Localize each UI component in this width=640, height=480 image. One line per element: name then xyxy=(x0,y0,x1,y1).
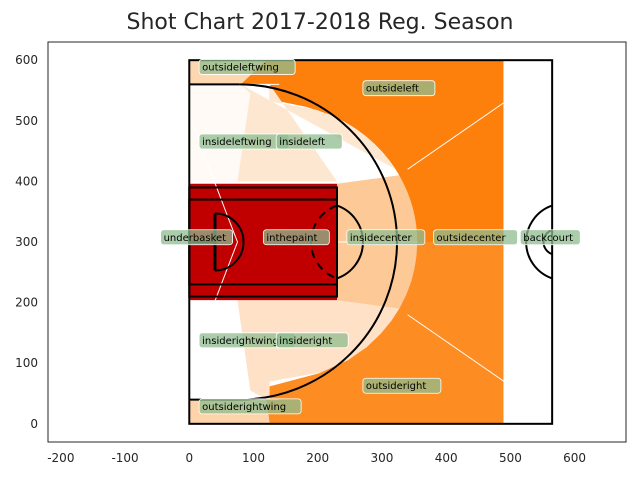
zone-label-text: insidecenter xyxy=(350,233,413,244)
restricted-area-arc xyxy=(214,212,245,272)
zone-insiderightwing xyxy=(189,300,267,400)
x-tick-label: 300 xyxy=(371,451,394,465)
y-tick-label: 400 xyxy=(15,174,38,188)
axes: -200 -100 0 100 200 300 400 500 600 0 100 200 300 400… xyxy=(15,41,627,465)
zone-label-outsideright: outsideright xyxy=(362,377,442,394)
x-tick-label: -200 xyxy=(47,451,74,465)
zone-label-text: insideleft xyxy=(279,137,325,148)
zone-label-text: backcourt xyxy=(523,233,573,244)
zone-label-box xyxy=(262,229,330,246)
x-tick-label: -100 xyxy=(111,451,138,465)
zone-label-box xyxy=(433,229,518,246)
zone-label-text: outsideleft xyxy=(366,84,419,95)
axes-frame xyxy=(47,41,627,443)
zone-label-box xyxy=(519,229,581,246)
zone-label-box xyxy=(346,229,426,246)
zone-label-backcourt: backcourt xyxy=(519,229,581,246)
x-tick-label: 100 xyxy=(242,451,265,465)
zone-label-text: outsideright xyxy=(366,381,426,392)
zone-border-wing-curve xyxy=(187,108,239,376)
x-tick-label: 200 xyxy=(306,451,329,465)
y-tick-label: 600 xyxy=(15,53,38,67)
zone-outsideleft xyxy=(240,60,504,243)
zone-label-box xyxy=(275,133,343,150)
zone-insideright xyxy=(237,300,400,400)
zone-label-outsideleftwing: outsideleftwing xyxy=(198,59,296,75)
court-zones xyxy=(189,60,552,424)
zone-label-insideleft: insideleft xyxy=(275,133,343,150)
x-tick-label: 500 xyxy=(499,451,522,465)
zone-label-underbasket: underbasket xyxy=(160,229,234,246)
chart-title: Shot Chart 2017-2018 Reg. Season xyxy=(126,10,514,35)
x-tick-label: 400 xyxy=(435,451,458,465)
y-tick-label: 500 xyxy=(15,114,38,128)
x-tick-label: 0 xyxy=(185,451,193,465)
zone-insideleftwing xyxy=(189,84,251,182)
zone-label-box xyxy=(160,229,234,246)
zone-label-text: outsideleftwing xyxy=(202,62,279,73)
zone-label-text: outsidecenter xyxy=(437,233,507,244)
y-tick-label: 200 xyxy=(15,296,38,310)
zone-label-box xyxy=(198,398,302,415)
zone-label-insideleftwing: insideleftwing xyxy=(198,133,290,150)
zone-label-text: outsiderightwing xyxy=(202,402,286,413)
zone-label-outsiderightwing: outsiderightwing xyxy=(198,398,302,415)
zone-labels: outsideleftwing outsideleft insideleftwing… xyxy=(160,59,581,415)
zone-label-text: insideleftwing xyxy=(202,137,271,148)
zone-label-text: insideright xyxy=(279,336,332,347)
zone-border-2 xyxy=(407,314,505,382)
zone-label-box xyxy=(198,59,296,75)
zone-label-outsidecenter: outsidecenter xyxy=(433,229,518,246)
x-tick-label: 600 xyxy=(563,451,586,465)
zone-outsideright xyxy=(266,242,504,424)
zone-label-text: inthepaint xyxy=(266,233,317,244)
zone-border-1 xyxy=(407,102,505,170)
y-tick-label: 100 xyxy=(15,356,38,370)
zone-label-insidecenter: insidecenter xyxy=(346,229,426,246)
y-tick-label: 300 xyxy=(15,235,38,249)
zone-label-outsideleft: outsideleft xyxy=(362,80,436,97)
y-tick-label: 0 xyxy=(30,417,38,431)
zone-label-text: underbasket xyxy=(164,233,227,244)
zone-label-inthepaint: inthepaint xyxy=(262,229,330,246)
zone-label-box xyxy=(362,80,436,97)
zone-label-text: insiderightwing xyxy=(202,336,279,347)
zone-label-box xyxy=(275,332,349,349)
zone-insideleft xyxy=(237,84,396,182)
zone-label-insiderightwing: insiderightwing xyxy=(198,332,296,349)
zone-label-box xyxy=(362,377,442,394)
zone-label-insideright: insideright xyxy=(275,332,349,349)
